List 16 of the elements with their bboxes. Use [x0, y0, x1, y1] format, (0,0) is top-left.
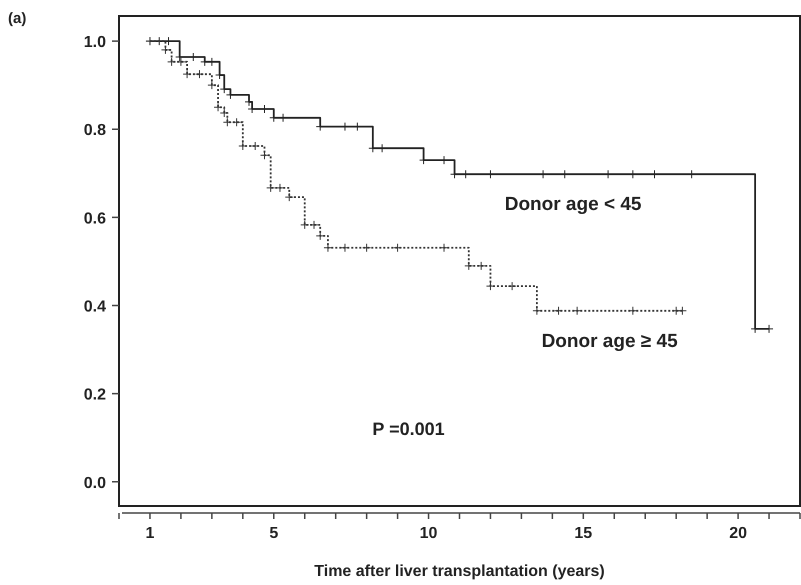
y-tick-label: 0.0 — [84, 474, 106, 492]
y-tick-label: 0.2 — [84, 386, 106, 404]
annotation: P =0.001 — [372, 418, 445, 439]
x-tick-label: 1 — [146, 525, 154, 542]
y-tick-label: 1.0 — [84, 34, 106, 52]
x-axis-title: Time after liver transplantation (years) — [314, 563, 605, 580]
x-tick-label: 10 — [420, 525, 438, 542]
y-tick-label: 0.8 — [84, 122, 106, 140]
text: (a) — [8, 10, 26, 27]
y-tick-label: 0.4 — [84, 298, 106, 316]
series-label: Donor age < 45 — [504, 194, 642, 216]
x-tick-label: 5 — [269, 525, 278, 542]
y-tick-label: 0.6 — [84, 210, 106, 228]
series-label: Donor age ≥ 45 — [542, 330, 678, 352]
x-tick-label: 15 — [574, 525, 592, 542]
x-tick-label: 20 — [729, 525, 748, 542]
